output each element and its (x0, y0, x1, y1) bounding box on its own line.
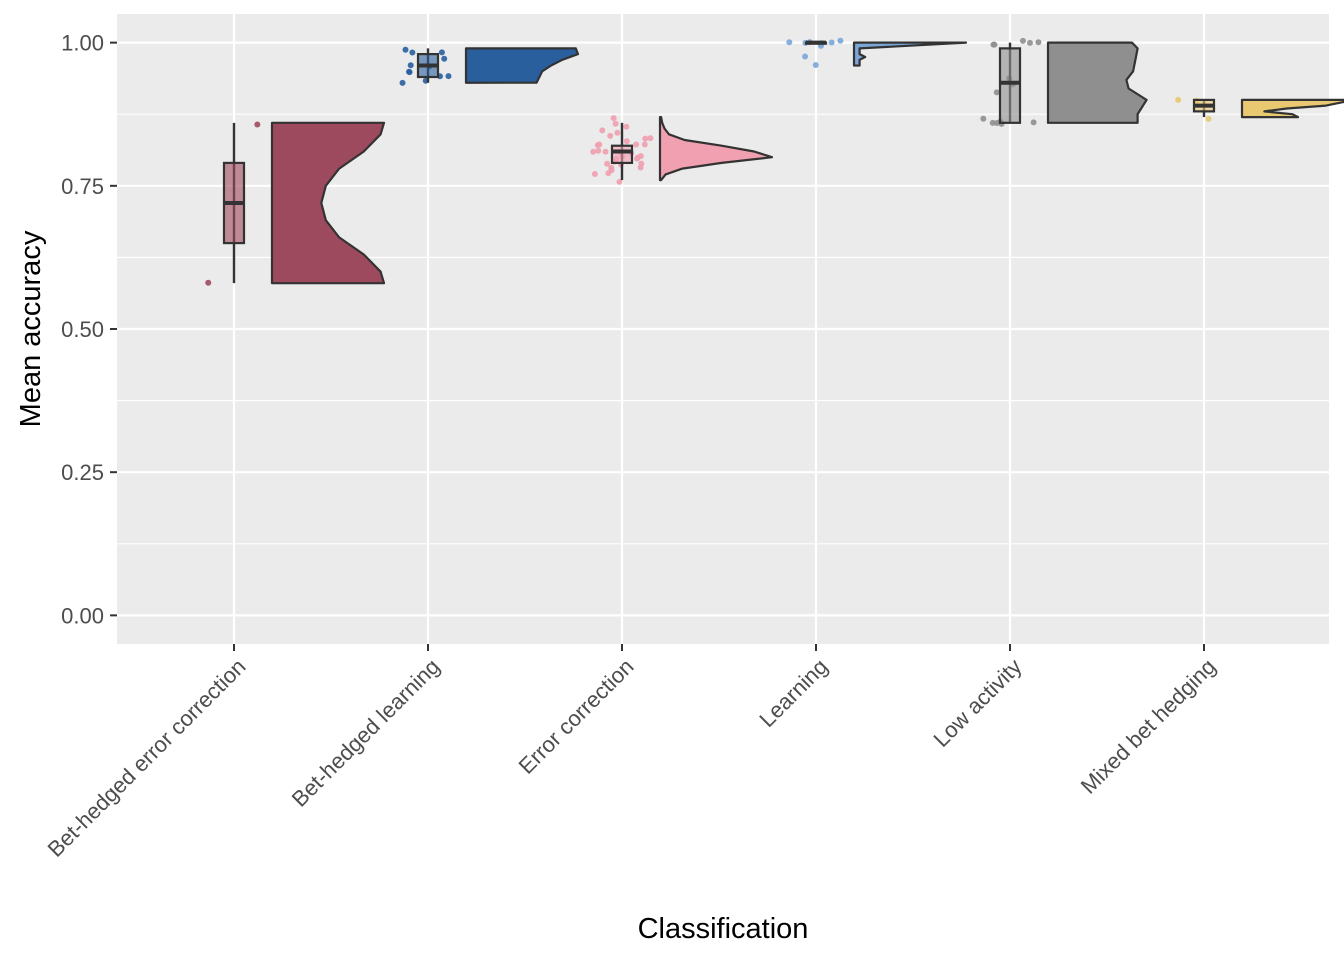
data-point (205, 279, 212, 286)
group-3 (590, 115, 774, 185)
data-point (445, 73, 452, 80)
data-point (409, 49, 416, 56)
group-5 (980, 37, 1148, 127)
data-point (633, 141, 640, 148)
data-point (637, 153, 644, 160)
data-point (990, 41, 997, 48)
x-tick-label: Error correction (514, 654, 639, 779)
density-cloud (1240, 98, 1344, 119)
data-point (993, 89, 1000, 96)
group-1 (205, 121, 386, 286)
box (998, 47, 1022, 124)
data-point (802, 53, 809, 60)
box (610, 144, 634, 165)
y-tick-label: 0.00 (61, 603, 104, 628)
y-axis-title: Mean accuracy (15, 230, 47, 427)
data-point (438, 49, 445, 56)
x-axis: Bet-hedged error correction Bet-hedged le… (43, 644, 1221, 862)
y-tick-label: 0.50 (61, 317, 104, 342)
density-cloud (464, 47, 580, 84)
data-point (623, 123, 630, 130)
data-point (612, 120, 619, 127)
data-point (623, 138, 630, 145)
data-point (590, 148, 597, 155)
data-point (637, 164, 644, 171)
data-point (1019, 37, 1026, 44)
data-point (614, 129, 621, 136)
x-axis-title: Classification (638, 913, 809, 945)
x-tick-label: Bet-hedged error correction (43, 654, 251, 862)
group-6 (1175, 96, 1344, 122)
density-cloud (1046, 41, 1148, 124)
data-point (607, 132, 614, 139)
data-point (1175, 96, 1182, 103)
x-tick-label: Mixed bet hedging (1076, 654, 1221, 799)
density-cloud (852, 41, 968, 67)
data-point (1035, 39, 1042, 46)
data-point (441, 55, 448, 62)
density-cloud (270, 121, 386, 285)
y-axis: 0.00 0.25 0.50 0.75 1.00 (61, 31, 117, 628)
data-point (828, 39, 835, 46)
data-point (837, 37, 844, 44)
data-point (602, 148, 609, 155)
density-cloud (658, 115, 774, 182)
chart-marks (205, 37, 1344, 286)
x-tick-label: Low activity (928, 654, 1026, 752)
data-point (989, 119, 996, 126)
data-point (605, 170, 612, 177)
data-point (407, 62, 414, 69)
data-point (642, 135, 649, 142)
data-point (591, 170, 598, 177)
data-point (812, 61, 819, 68)
y-tick-label: 1.00 (61, 31, 104, 56)
data-point (980, 115, 987, 122)
data-point (1205, 115, 1212, 122)
y-tick-label: 0.25 (61, 460, 104, 485)
x-tick-label: Bet-hedged learning (287, 654, 445, 812)
data-point (254, 121, 261, 128)
data-point (786, 39, 793, 46)
data-point (641, 141, 648, 148)
x-tick-label: Learning (754, 654, 832, 732)
data-point (596, 141, 603, 148)
data-point (610, 115, 617, 122)
data-point (406, 69, 413, 76)
data-point (402, 46, 409, 53)
data-point (647, 135, 654, 142)
data-point (1026, 39, 1033, 46)
data-point (399, 79, 406, 86)
group-4 (786, 37, 968, 68)
data-point (604, 160, 611, 167)
group-2 (399, 46, 580, 86)
data-point (616, 178, 623, 185)
data-point (1030, 119, 1037, 126)
data-point (599, 127, 606, 134)
data-point (595, 147, 602, 154)
y-tick-label: 0.75 (61, 174, 104, 199)
